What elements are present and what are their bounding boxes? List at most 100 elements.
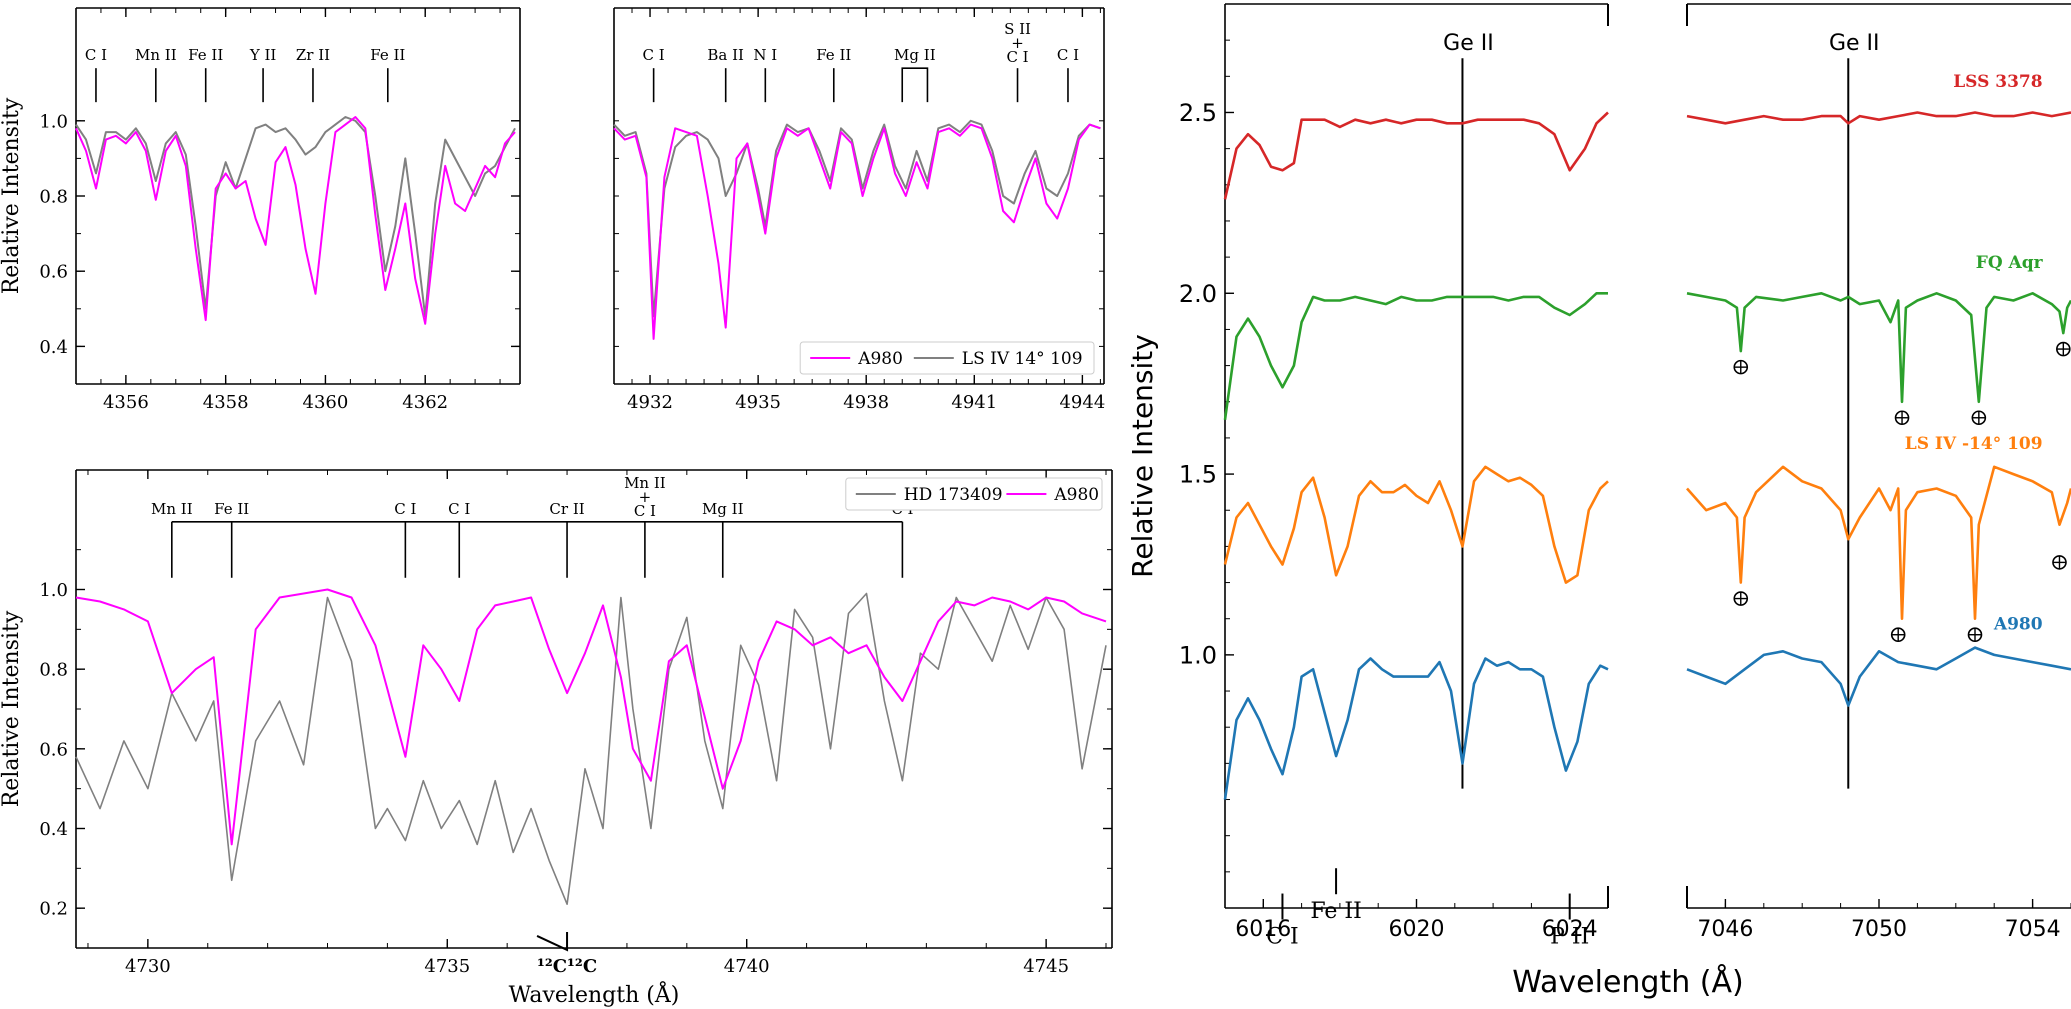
p2-line-id-label: C I [1006,48,1028,66]
p3-line-id-label: C I [448,500,470,518]
p3-bandhead-label: ¹²C¹²C [537,956,597,977]
p3-legend-label: HD 173409 [904,485,1003,505]
p2-series-gray [613,119,1101,318]
p2-xtick-label: 4944 [1059,392,1105,413]
p3-xtick-label: 4735 [424,956,470,977]
p3-line-id-label: Mn II [624,474,666,492]
p4b-xtick-label: 7054 [2005,917,2061,942]
p2-xtick-label: 4941 [951,392,997,413]
p2-line-id-label: C I [1057,46,1079,64]
p4-ytick-label: 2.0 [1179,280,1217,308]
p3-ylabel: Relative Intensity [0,610,24,807]
p1-xtick-label: 4356 [103,392,149,413]
p3-ytick-label: 1.0 [39,580,68,601]
p4-ytick-label: 2.5 [1179,99,1217,127]
p4a-xtick-label: 6020 [1389,917,1445,942]
p3-line-id-label: Fe II [214,500,249,518]
p1-ytick-label: 0.4 [39,337,68,358]
p3-axes: 4730 4735 4740 4745 0.2 0.4 0.6 0.8 1.0 Relative … [0,469,1113,1008]
p1-ytick-label: 0.8 [39,186,68,207]
p4-series-left-orange [1223,465,1609,584]
p4b-xtick-label: 7046 [1697,917,1753,942]
p4b-xtick-label: 7050 [1851,917,1907,942]
p3-line-id-label: Cr II [549,500,584,518]
p1-line-id-label: Fe II [370,46,405,64]
p2-xtick-label: 4932 [627,392,673,413]
p4-ge-label: Ge II [1829,31,1880,56]
plot-layer: 4356 4358 4360 4362 0.4 0.6 0.8 1.0 Relative Int… [0,3,2071,1008]
p4-series-right-blue [1686,646,2071,707]
p2-line-id-label: Ba II [707,46,744,64]
p4-line-id-label: C I [1266,925,1299,950]
p3-line-id-label: Mg II [702,500,744,518]
p3-legend: HD 173409 A980 [845,477,1103,511]
p2-legend-label: A980 [857,349,903,369]
p1-xtick-label: 4360 [303,392,349,413]
p4a-xtick-label: 6016 [1235,917,1291,942]
p4-series-label: A980 [1993,615,2043,635]
p4-line-id-label: Fe II [1310,899,1361,924]
p2-line-id-label: Fe II [816,46,851,64]
p2-xtick-label: 4935 [735,392,781,413]
p2-line-id-label: C I [643,46,665,64]
p4-line-id-label: P II [1550,925,1589,950]
p3-xtick-label: 4740 [724,956,770,977]
p2-line-id-label: N I [753,46,777,64]
p1-axes: 4356 4358 4360 4362 0.4 0.6 0.8 1.0 Relative Int… [0,7,521,413]
p4-ylabel: Relative Intensity [1126,334,1159,578]
p1-line-id-label: Mn II [135,46,177,64]
p3-bandhead-marker [536,931,569,952]
p3-ytick-label: 0.2 [39,899,68,920]
p2-series-magenta [613,123,1101,340]
p2-legend-label: LS IV 14° 109 [962,349,1083,369]
p1-line-id-label: Y II [249,46,277,64]
p1-series-magenta [75,116,516,325]
p4-series-right-orange [1686,465,2071,620]
p3-line-id-label: C I [634,502,656,520]
p2-legend: A980 LS IV 14° 109 [799,341,1095,375]
p3-line-id-label: + [639,488,652,506]
p3-ytick-label: 0.4 [39,819,68,840]
p3-xtick-label: 4745 [1023,956,1069,977]
p1-xtick-label: 4362 [402,392,448,413]
p4-ge-label: Ge II [1443,31,1494,56]
p3-line-id-label: C I [394,500,416,518]
p4-xlabel: Wavelength (Å) [1512,964,1743,1000]
p4-ytick-label: 1.0 [1179,642,1217,670]
p2-xtick-label: 4938 [843,392,889,413]
p4-series-label: LS IV -14° 109 [1905,434,2043,454]
p3-ytick-label: 0.8 [39,660,68,681]
p4-series-left-green [1223,292,1608,420]
p1-ytick-label: 1.0 [39,111,68,132]
p1-series-gray [75,116,516,318]
p4-series-label: FQ Aqr [1976,253,2044,273]
p2-line-marker [901,67,929,103]
p3-series-gray [75,592,1107,905]
p4-ytick-label: 1.5 [1179,461,1217,489]
p3-legend-label: A980 [1053,485,1099,505]
p4-series-right-green [1686,292,2071,404]
p3-line-id-label: Mn II [151,500,193,518]
p4-series-right-red [1686,111,2071,125]
p4a-axes: 6016 6020 6024 1.0 1.5 2.0 2.5 Relative Intensi… [1126,3,1744,1000]
p3-ytick-label: 0.6 [39,739,68,760]
p1-ylabel: Relative Intensity [0,97,24,294]
p1-xtick-label: 4358 [203,392,249,413]
p2-line-id-label: Mg II [894,46,936,64]
p1-line-id-label: C I [85,46,107,64]
p1-ytick-label: 0.6 [39,262,68,283]
p4-series-label: LSS 3378 [1953,72,2042,92]
p2-line-id-label: S II [1004,20,1031,38]
p4b-axes: 7046 7050 7054 Ge II LSS 3378 FQ Aqr LS IV -14… [1686,3,2071,942]
p3-legend-frame [845,477,1103,511]
p1-line-id-label: Fe II [188,46,223,64]
p4a-xtick-label: 6024 [1542,917,1598,942]
p3-series-magenta [75,588,1107,846]
p3-xtick-label: 4730 [125,956,171,977]
p1-line-id-label: Zr II [296,46,330,64]
p3-xlabel: Wavelength (Å) [509,980,680,1008]
p4-series-left-blue [1223,657,1609,800]
p2-line-id-label: + [1011,34,1024,52]
p4-series-left-red [1223,111,1609,200]
